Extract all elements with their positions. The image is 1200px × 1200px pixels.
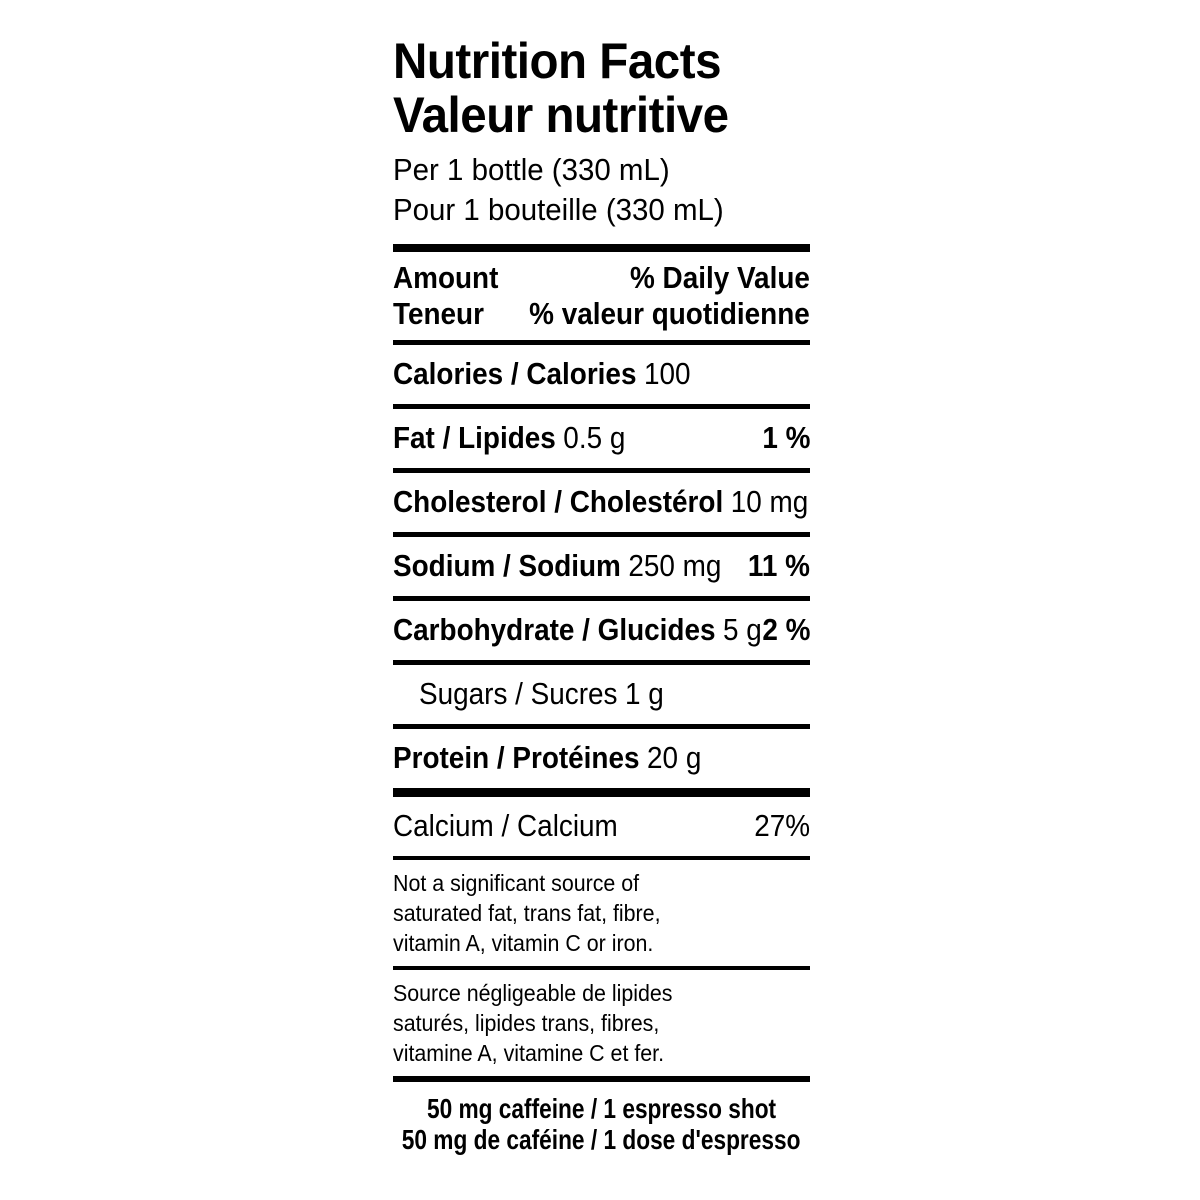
label-title-fr-text: Valeur nutritive [393,87,729,143]
divider [393,340,810,345]
nutrient-daily-value: 27% [754,808,810,843]
nutrition-facts-label: Nutrition Facts Valeur nutritive Per 1 b… [393,34,810,1155]
footnote-en-line2: saturated fat, trans fat, fibre, [393,900,661,926]
divider-thick-bottom [393,1076,810,1082]
daily-value-heading-en: % Daily Value [630,260,810,295]
footnote-fr-line2: saturés, lipides trans, fibres, [393,1010,660,1036]
divider [393,660,810,665]
footnote-fr: Source négligeable de lipides saturés, l… [393,970,810,1076]
label-title-fr: Valeur nutritive [393,88,810,142]
divider [393,404,810,409]
nutrient-daily-value: 11 % [747,548,810,583]
serving-size-fr: Pour 1 bouteille (330 mL) [393,192,724,227]
divider-thick-top [393,244,810,252]
divider [393,532,810,537]
nutrient-name: Carbohydrate / Glucides [393,612,716,647]
footnote-en-line3: vitamin A, vitamin C or iron. [393,930,654,956]
footnote-en-line1: Not a significant source of [393,870,640,896]
nutrient-row-carbohydrate: Carbohydrate / Glucides 5 g 2 % [393,601,810,660]
label-title-en: Nutrition Facts [393,34,810,88]
label-title-en-text: Nutrition Facts [393,33,722,89]
nutrient-amount: 10 mg [730,484,809,519]
column-header-row-fr: Teneur % valeur quotidienne [393,296,810,332]
nutrient-amount: 0.5 g [563,420,626,455]
nutrient-name: Sugars / Sucres [419,676,618,711]
nutrient-amount: 100 [643,356,691,391]
nutrient-row-cholesterol: Cholesterol / Cholestérol 10 mg [393,473,810,532]
daily-value-heading-fr: % valeur quotidienne [529,296,810,331]
nutrient-daily-value: 2 % [761,612,810,647]
nutrient-row-protein: Protein / Protéines 20 g [393,729,810,788]
nutrient-amount: 5 g [723,612,762,647]
nutrient-name: Sodium / Sodium [393,548,621,583]
nutrient-name: Calcium / Calcium [393,808,618,843]
nutrient-row-calcium: Calcium / Calcium 27% [393,797,810,856]
nutrient-daily-value: 1 % [761,420,810,455]
caffeine-note-fr: 50 mg de caféine / 1 dose d'espresso [402,1124,801,1155]
serving-size: Per 1 bottle (330 mL) Pour 1 bouteille (… [393,150,810,230]
divider-thin [393,966,810,970]
nutrient-amount: 1 g [625,676,664,711]
footnote-fr-line1: Source négligeable de lipides [393,980,673,1006]
column-header: Amount % Daily Value Teneur % valeur quo… [393,252,810,340]
column-header-row-en: Amount % Daily Value [393,260,810,296]
nutrient-name: Fat / Lipides [393,420,556,455]
nutrient-amount: 250 mg [628,548,722,583]
amount-heading-fr: Teneur [393,296,484,331]
footnote-en: Not a significant source of saturated fa… [393,860,810,966]
nutrient-name: Cholesterol / Cholestérol [393,484,724,519]
nutrient-row-sugars: Sugars / Sucres 1 g [393,665,810,724]
nutrient-name: Protein / Protéines [393,740,640,775]
nutrient-row-sodium: Sodium / Sodium 250 mg 11 % [393,537,810,596]
amount-heading-en: Amount [393,260,499,295]
divider-thin [393,856,810,860]
nutrient-row-fat: Fat / Lipides 0.5 g 1 % [393,409,810,468]
divider [393,724,810,729]
footnote-fr-line3: vitamine A, vitamine C et fer. [393,1040,665,1066]
serving-size-en: Per 1 bottle (330 mL) [393,152,670,187]
divider-thick-mid [393,788,810,797]
caffeine-note-en: 50 mg caffeine / 1 espresso shot [426,1093,777,1124]
divider [393,596,810,601]
nutrient-row-calories: Calories / Calories 100 [393,345,810,404]
divider [393,468,810,473]
caffeine-note: 50 mg caffeine / 1 espresso shot 50 mg d… [393,1082,810,1155]
nutrient-amount: 20 g [647,740,702,775]
nutrient-name: Calories / Calories [393,356,637,391]
